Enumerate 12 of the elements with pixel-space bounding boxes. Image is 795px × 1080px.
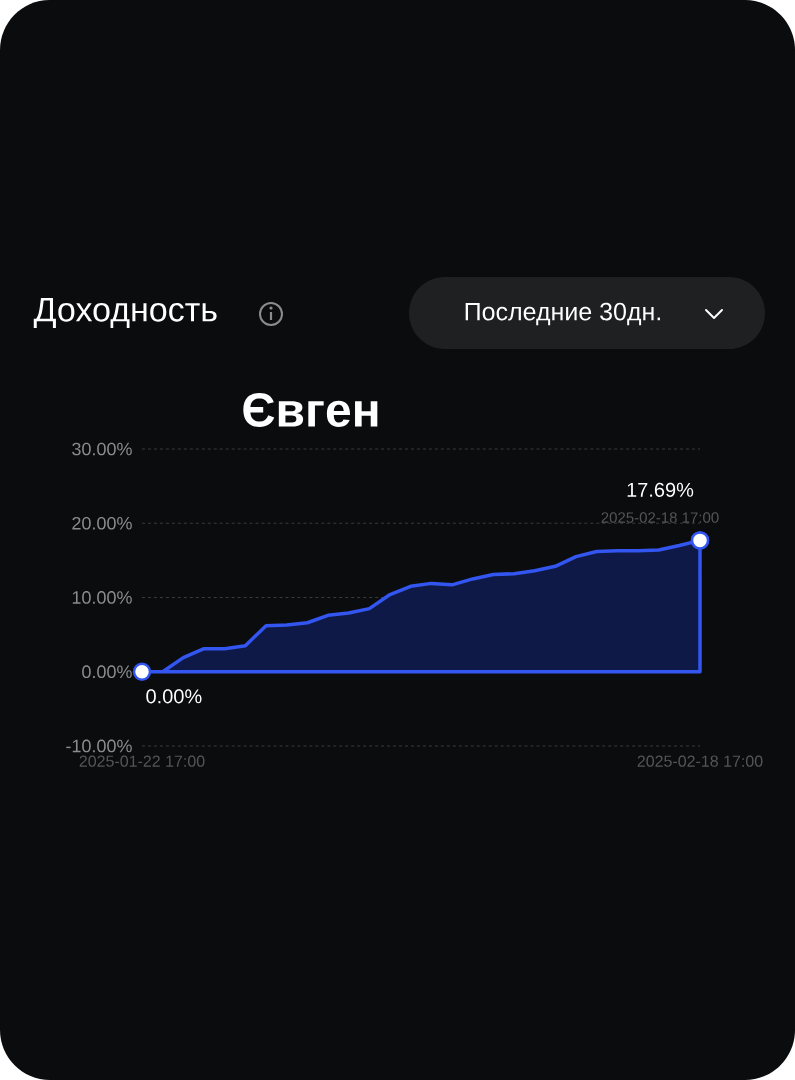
annotation: 2025-02-18 17:00: [601, 512, 719, 523]
x-tick-label: 2025-01-22 17:00: [79, 755, 205, 767]
y-tick-label: -10.00%: [66, 739, 132, 753]
chart-subtitle: Євген: [243, 393, 378, 427]
annotation: 0.00%: [146, 689, 202, 704]
text: Последние 30дн.: [465, 302, 660, 326]
annotation: 17.69%: [627, 482, 694, 497]
y-tick-label: 10.00%: [72, 591, 132, 604]
chart-title: Доходность: [33, 297, 217, 329]
y-tick-label: 30.00%: [72, 442, 132, 456]
y-tick-label: 20.00%: [72, 516, 132, 530]
y-tick-label: 0.00%: [82, 665, 132, 679]
